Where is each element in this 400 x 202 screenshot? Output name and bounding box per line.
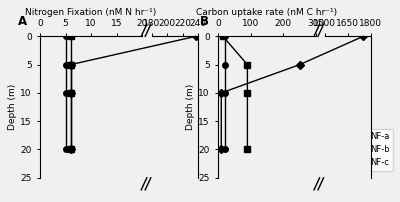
Y-axis label: Depth (m): Depth (m) xyxy=(186,84,195,130)
Text: B: B xyxy=(200,15,209,28)
Y-axis label: Depth (m): Depth (m) xyxy=(8,84,17,130)
Title: Nitrogen Fixation (nM N hr⁻¹): Nitrogen Fixation (nM N hr⁻¹) xyxy=(25,8,157,17)
Legend: NF-a, NF-b, NF-c: NF-a, NF-b, NF-c xyxy=(351,129,393,171)
Title: Carbon uptake rate (nM C hr⁻¹): Carbon uptake rate (nM C hr⁻¹) xyxy=(196,8,338,17)
Text: A: A xyxy=(18,15,27,28)
